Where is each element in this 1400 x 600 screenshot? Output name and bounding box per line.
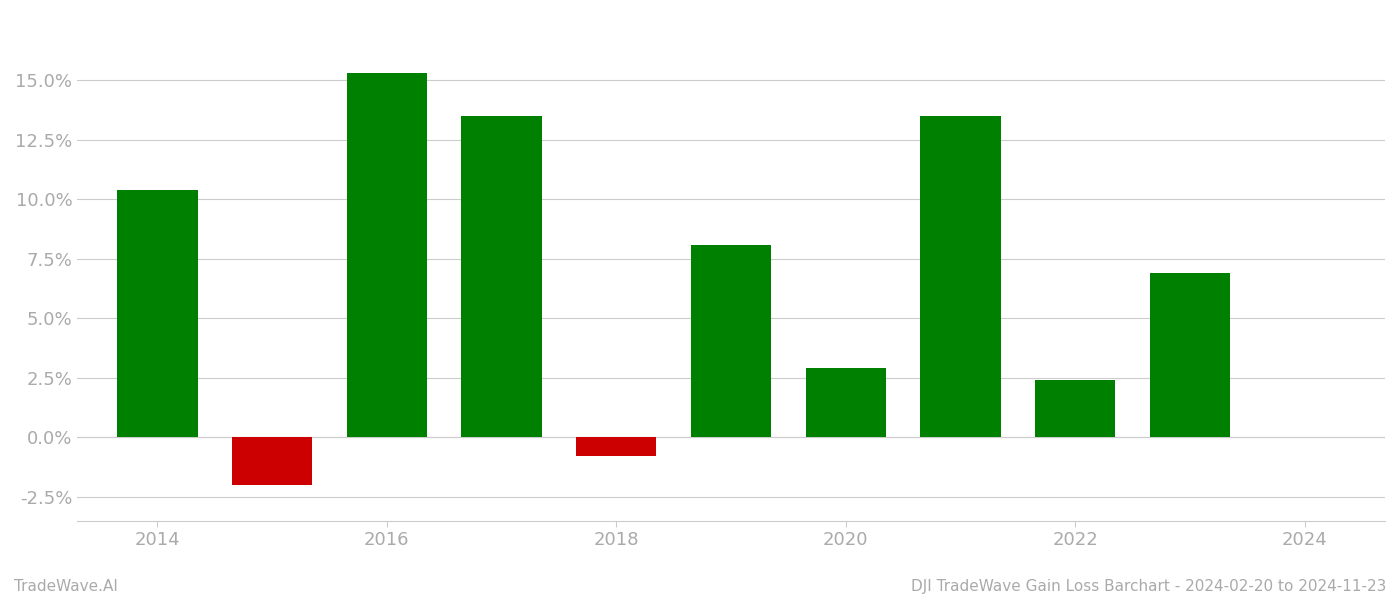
Bar xyxy=(232,437,312,485)
Bar xyxy=(577,437,657,457)
Bar xyxy=(118,190,197,437)
Bar xyxy=(805,368,886,437)
Text: TradeWave.AI: TradeWave.AI xyxy=(14,579,118,594)
Bar xyxy=(1035,380,1116,437)
Bar xyxy=(692,245,771,437)
Bar xyxy=(462,116,542,437)
Bar xyxy=(347,73,427,437)
Text: DJI TradeWave Gain Loss Barchart - 2024-02-20 to 2024-11-23: DJI TradeWave Gain Loss Barchart - 2024-… xyxy=(910,579,1386,594)
Bar xyxy=(920,116,1001,437)
Bar xyxy=(1149,273,1231,437)
